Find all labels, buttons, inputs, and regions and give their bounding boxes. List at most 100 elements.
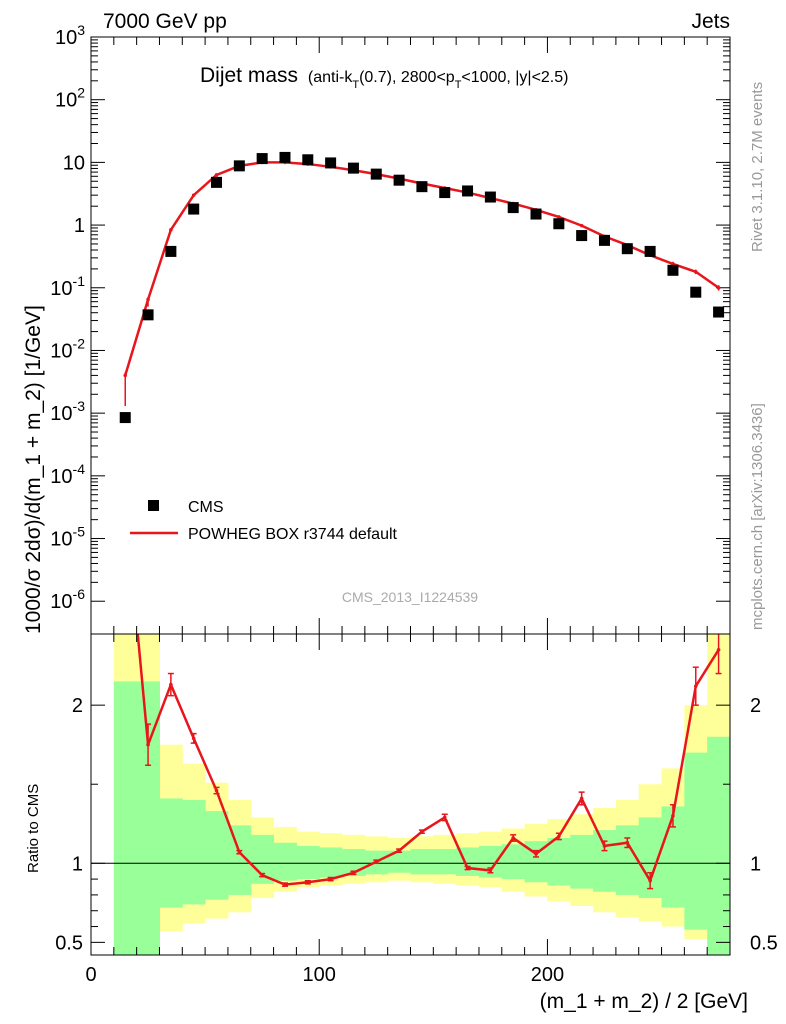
ratio-series <box>136 634 722 890</box>
inner-band-bin <box>113 681 138 955</box>
mc-point <box>214 173 219 177</box>
main-y-tick-label: 10-5 <box>50 524 85 551</box>
cms-data-point <box>165 245 177 257</box>
ratio-uncertainty-bands <box>113 634 730 955</box>
ratio-point <box>671 814 675 818</box>
mc-point <box>579 223 584 228</box>
inner-band-bin <box>684 752 708 930</box>
inner-band-bin <box>707 736 730 955</box>
x-axis-label: (m_1 + m_2) / 2 [GeV] <box>540 990 748 1013</box>
cms-data-point <box>690 286 702 298</box>
cms-data-point <box>347 162 359 174</box>
mc-point <box>693 269 698 274</box>
ratio-y-tick-label: 2 <box>72 695 83 717</box>
mcplots-label: mcplots.cern.ch [arXiv:1306.3436] <box>749 403 766 630</box>
ratio-point <box>374 859 379 864</box>
cms-data-point <box>484 191 496 203</box>
mc-curve <box>124 161 720 376</box>
inner-band-bin <box>570 834 594 889</box>
ratio-point <box>488 868 493 873</box>
inner-band-bin <box>615 825 640 895</box>
mc-point <box>146 297 150 302</box>
inner-band-bin <box>296 845 320 880</box>
inner-band-bin <box>433 849 457 875</box>
cms-data-point <box>188 203 200 215</box>
ratio-y-tick-label-right: 1 <box>750 853 761 875</box>
inner-band-bin <box>273 842 297 881</box>
cms-data-point <box>530 208 542 220</box>
ratio-y-tick-label: 1 <box>72 853 83 875</box>
analysis-watermark: CMS_2013_I1224539 <box>342 589 478 605</box>
x-tick-label: 100 <box>303 964 336 986</box>
chart-subtitle-sub-2: T <box>455 79 462 91</box>
cms-data-point <box>370 168 382 180</box>
chart-title-main: Dijet mass <box>200 64 298 87</box>
main-y-tick-label: 102 <box>55 85 85 112</box>
legend: CMS POWHEG BOX r3744 default <box>130 499 398 543</box>
chart-subtitle-3: <1000, |y|<2.5) <box>461 69 568 86</box>
ratio-point <box>397 848 401 853</box>
cms-data-point <box>439 187 451 199</box>
inner-band-bin <box>547 837 571 886</box>
main-y-tick-label: 1 <box>74 215 85 237</box>
ratio-y-tick-label-right: 0.5 <box>750 932 778 954</box>
cms-data-point <box>393 174 405 186</box>
x-tick-label: 200 <box>531 964 564 986</box>
main-plot-frame <box>90 36 731 635</box>
cms-data-point <box>279 151 291 163</box>
main-y-tick-label: 10-2 <box>50 335 85 362</box>
main-y-tick-label: 103 <box>55 22 85 49</box>
ratio-point <box>191 736 196 741</box>
mc-point <box>716 285 721 290</box>
ratio-point <box>442 815 447 820</box>
ratio-point <box>579 796 584 801</box>
energy-label: 7000 GeV pp <box>103 10 227 33</box>
ratio-point <box>146 742 150 747</box>
cms-data-point <box>142 309 154 321</box>
ratio-point <box>625 840 630 845</box>
cms-data-point <box>211 176 223 188</box>
inner-band-bin <box>638 817 663 899</box>
cms-data-point <box>325 157 337 169</box>
inner-band-bin <box>136 681 160 955</box>
cms-data-point <box>553 218 565 230</box>
ratio-point <box>306 880 310 885</box>
ratio-ticks: 0.5 0.5 1 1 2 2 0 100 200 <box>55 634 778 986</box>
legend-label-cms: CMS <box>188 499 224 516</box>
ratio-point <box>602 844 607 848</box>
ratio-plot-frame <box>90 633 731 956</box>
ratio-point <box>534 851 538 856</box>
inner-band-bin <box>319 847 343 878</box>
chart-subtitle-2: (0.7), 2800<p <box>359 69 455 86</box>
inner-band-bin <box>159 798 183 908</box>
mc-point <box>557 215 561 219</box>
main-y-axis-label: 1000/σ 2dσ)/d(m_1 + m_2) [1/GeV] <box>22 305 45 634</box>
inner-band-bin <box>501 844 526 880</box>
inner-band-bin <box>387 850 411 873</box>
main-y-tick-label: 10-3 <box>50 398 85 425</box>
main-y-tick-label: 10-6 <box>50 586 85 613</box>
chart-subtitle-sub-1: T <box>352 79 359 91</box>
rivet-version-label: Rivet 3.1.10, 2.7M events <box>749 82 766 252</box>
mc-point <box>169 228 173 232</box>
ratio-point <box>237 850 242 855</box>
main-y-tick-label: 10 <box>63 152 85 174</box>
ratio-y-tick-label-right: 2 <box>750 695 761 717</box>
cms-data-point <box>621 243 633 255</box>
cms-data-point <box>644 245 656 257</box>
ratio-point <box>260 873 264 877</box>
main-series <box>119 151 725 424</box>
cms-data-point <box>119 412 131 424</box>
ratio-y-axis-label: Ratio to CMS <box>25 784 42 873</box>
cms-data-point <box>462 185 474 197</box>
cms-data-point <box>302 154 314 166</box>
ratio-y-tick-label: 0.5 <box>55 932 83 954</box>
ratio-point <box>511 836 515 840</box>
cms-data-point <box>576 230 588 242</box>
ratio-point <box>214 788 219 793</box>
cms-data-point <box>233 160 245 172</box>
main-panel: 10-6 10-5 10-4 10-3 10-2 10-1 1 10 102 103 Dijet … <box>22 22 731 635</box>
ratio-point <box>169 682 173 687</box>
main-y-ticks: 10-6 10-5 10-4 10-3 10-2 10-1 1 10 102 103 <box>50 22 731 634</box>
